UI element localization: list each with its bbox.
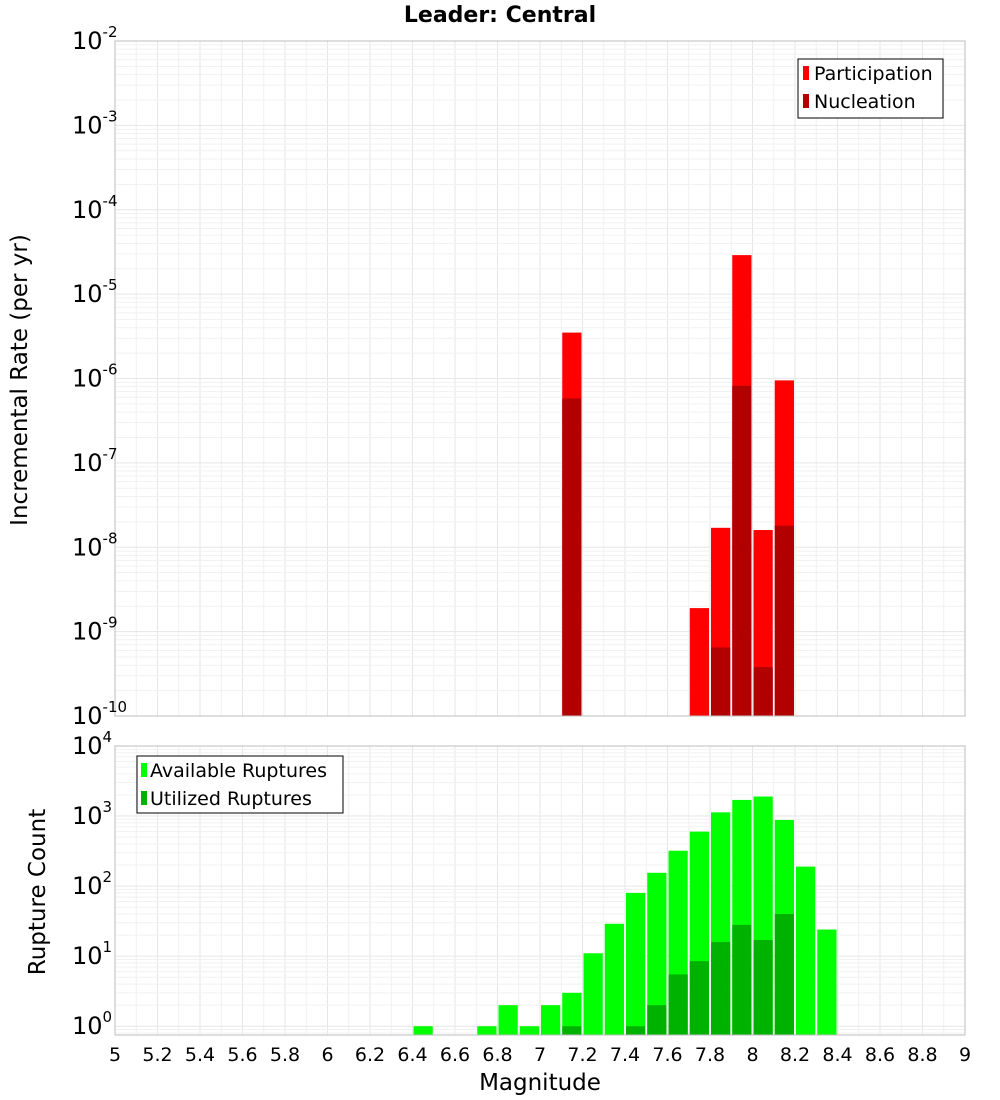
- nucleation-bar: [774, 525, 794, 716]
- available-bar: [477, 1026, 497, 1035]
- rate-panel-bars: [562, 255, 794, 716]
- legend-swatch-utilized: [141, 791, 147, 805]
- count-panel-y-ticks: 100 101 102 103 104: [72, 728, 112, 1040]
- x-tick-label: 7: [534, 1044, 546, 1066]
- rate-y-tick-label: 10-6: [72, 361, 118, 393]
- count-legend: Available Ruptures Utilized Ruptures: [136, 755, 344, 814]
- x-axis-label: Magnitude: [479, 1070, 601, 1096]
- nucleation-bar: [711, 647, 731, 716]
- utilized-bar: [647, 1005, 667, 1035]
- utilized-bar: [626, 1026, 646, 1035]
- available-bar: [583, 953, 603, 1035]
- utilized-bar: [562, 1026, 582, 1035]
- rate-y-tick-label: 10-3: [72, 107, 118, 139]
- rate-panel: 10-10 10-9 10-8 10-7 10-6 10-5 10-4 10-3 10-2 In…: [7, 23, 966, 730]
- x-tick-label: 6.6: [440, 1044, 470, 1066]
- available-bar: [519, 1026, 539, 1035]
- available-bar: [817, 929, 837, 1035]
- x-tick-label: 7.4: [610, 1044, 640, 1066]
- legend-swatch-available: [141, 763, 147, 777]
- available-bar: [541, 1005, 561, 1035]
- available-bar: [626, 892, 646, 1035]
- x-tick-label: 8.6: [865, 1044, 895, 1066]
- utilized-bar: [753, 940, 773, 1035]
- nucleation-bar: [753, 667, 773, 716]
- rate-y-tick-label: 10-7: [72, 445, 118, 477]
- rate-legend: Participation Nucleation: [797, 58, 944, 119]
- legend-swatch-nucleation: [803, 94, 809, 108]
- x-tick-label: 6.8: [482, 1044, 512, 1066]
- x-tick-label: 5.8: [270, 1044, 300, 1066]
- x-axis-ticks: 5 5.2 5.4 5.6 5.8 6 6.2 6.4 6.6 6.8 7 7.2 7.4 7.6 7.8 8…: [109, 1044, 971, 1066]
- rate-y-tick-label: 10-2: [72, 23, 118, 55]
- utilized-bar: [732, 924, 752, 1035]
- available-bar: [498, 1005, 518, 1035]
- x-tick-label: 6.4: [397, 1044, 427, 1066]
- count-y-tick-label: 101: [72, 938, 112, 970]
- chart-title: Leader: Central: [404, 3, 596, 28]
- rate-y-tick-label: 10-10: [72, 698, 127, 730]
- count-panel-bars: [413, 796, 837, 1035]
- x-tick-label: 5.2: [142, 1044, 172, 1066]
- legend-swatch-participation: [803, 66, 809, 80]
- x-tick-label: 7.6: [652, 1044, 682, 1066]
- count-y-axis-label: Rupture Count: [25, 809, 51, 975]
- x-tick-label: 8.8: [907, 1044, 937, 1066]
- x-tick-label: 8: [746, 1044, 758, 1066]
- x-tick-label: 7.2: [567, 1044, 597, 1066]
- count-y-tick-label: 102: [72, 868, 112, 900]
- utilized-bar: [711, 941, 731, 1035]
- nucleation-bar: [562, 398, 582, 716]
- x-tick-label: 9: [959, 1044, 971, 1066]
- nucleation-bar: [732, 385, 752, 716]
- x-tick-label: 7.8: [695, 1044, 725, 1066]
- count-y-tick-label: 103: [72, 798, 112, 830]
- participation-bar: [689, 608, 709, 716]
- legend-label-nucleation: Nucleation: [814, 91, 916, 113]
- count-panel-frame: [114, 745, 966, 1036]
- x-tick-label: 8.4: [822, 1044, 852, 1066]
- count-legend-box: [136, 755, 344, 814]
- available-bar: [647, 872, 667, 1035]
- available-bar: [796, 866, 816, 1035]
- legend-label-participation: Participation: [814, 63, 933, 85]
- x-tick-label: 6: [321, 1044, 333, 1066]
- rate-panel-y-ticks: 10-10 10-9 10-8 10-7 10-6 10-5 10-4 10-3 10-2: [72, 23, 127, 730]
- x-tick-label: 5.4: [185, 1044, 215, 1066]
- rate-y-tick-label: 10-8: [72, 529, 118, 561]
- count-y-tick-label: 104: [72, 728, 112, 760]
- legend-label-available: Available Ruptures: [150, 760, 327, 782]
- x-tick-label: 5: [109, 1044, 121, 1066]
- utilized-bar: [689, 961, 709, 1035]
- rate-y-tick-label: 10-4: [72, 192, 118, 224]
- available-bar: [604, 923, 624, 1035]
- x-tick-label: 6.2: [355, 1044, 385, 1066]
- utilized-bar: [668, 974, 688, 1035]
- x-tick-label: 8.2: [780, 1044, 810, 1066]
- available-bar: [413, 1026, 433, 1035]
- rate-panel-frame: [114, 40, 966, 717]
- rate-panel-grid: [114, 40, 966, 717]
- rate-legend-box: [797, 58, 944, 119]
- rate-y-tick-label: 10-9: [72, 614, 118, 646]
- legend-label-utilized: Utilized Ruptures: [150, 788, 312, 810]
- x-tick-label: 5.6: [227, 1044, 257, 1066]
- count-y-tick-label: 100: [72, 1008, 112, 1040]
- rate-y-tick-label: 10-5: [72, 276, 118, 308]
- rate-y-axis-label: Incremental Rate (per yr): [7, 234, 33, 526]
- count-panel: 100 101 102 103 104 5 5.2 5.4 5.6 5.8 6 6.2 6.4 6.6 6…: [25, 728, 971, 1096]
- available-bar: [562, 992, 582, 1035]
- utilized-bar: [774, 914, 794, 1035]
